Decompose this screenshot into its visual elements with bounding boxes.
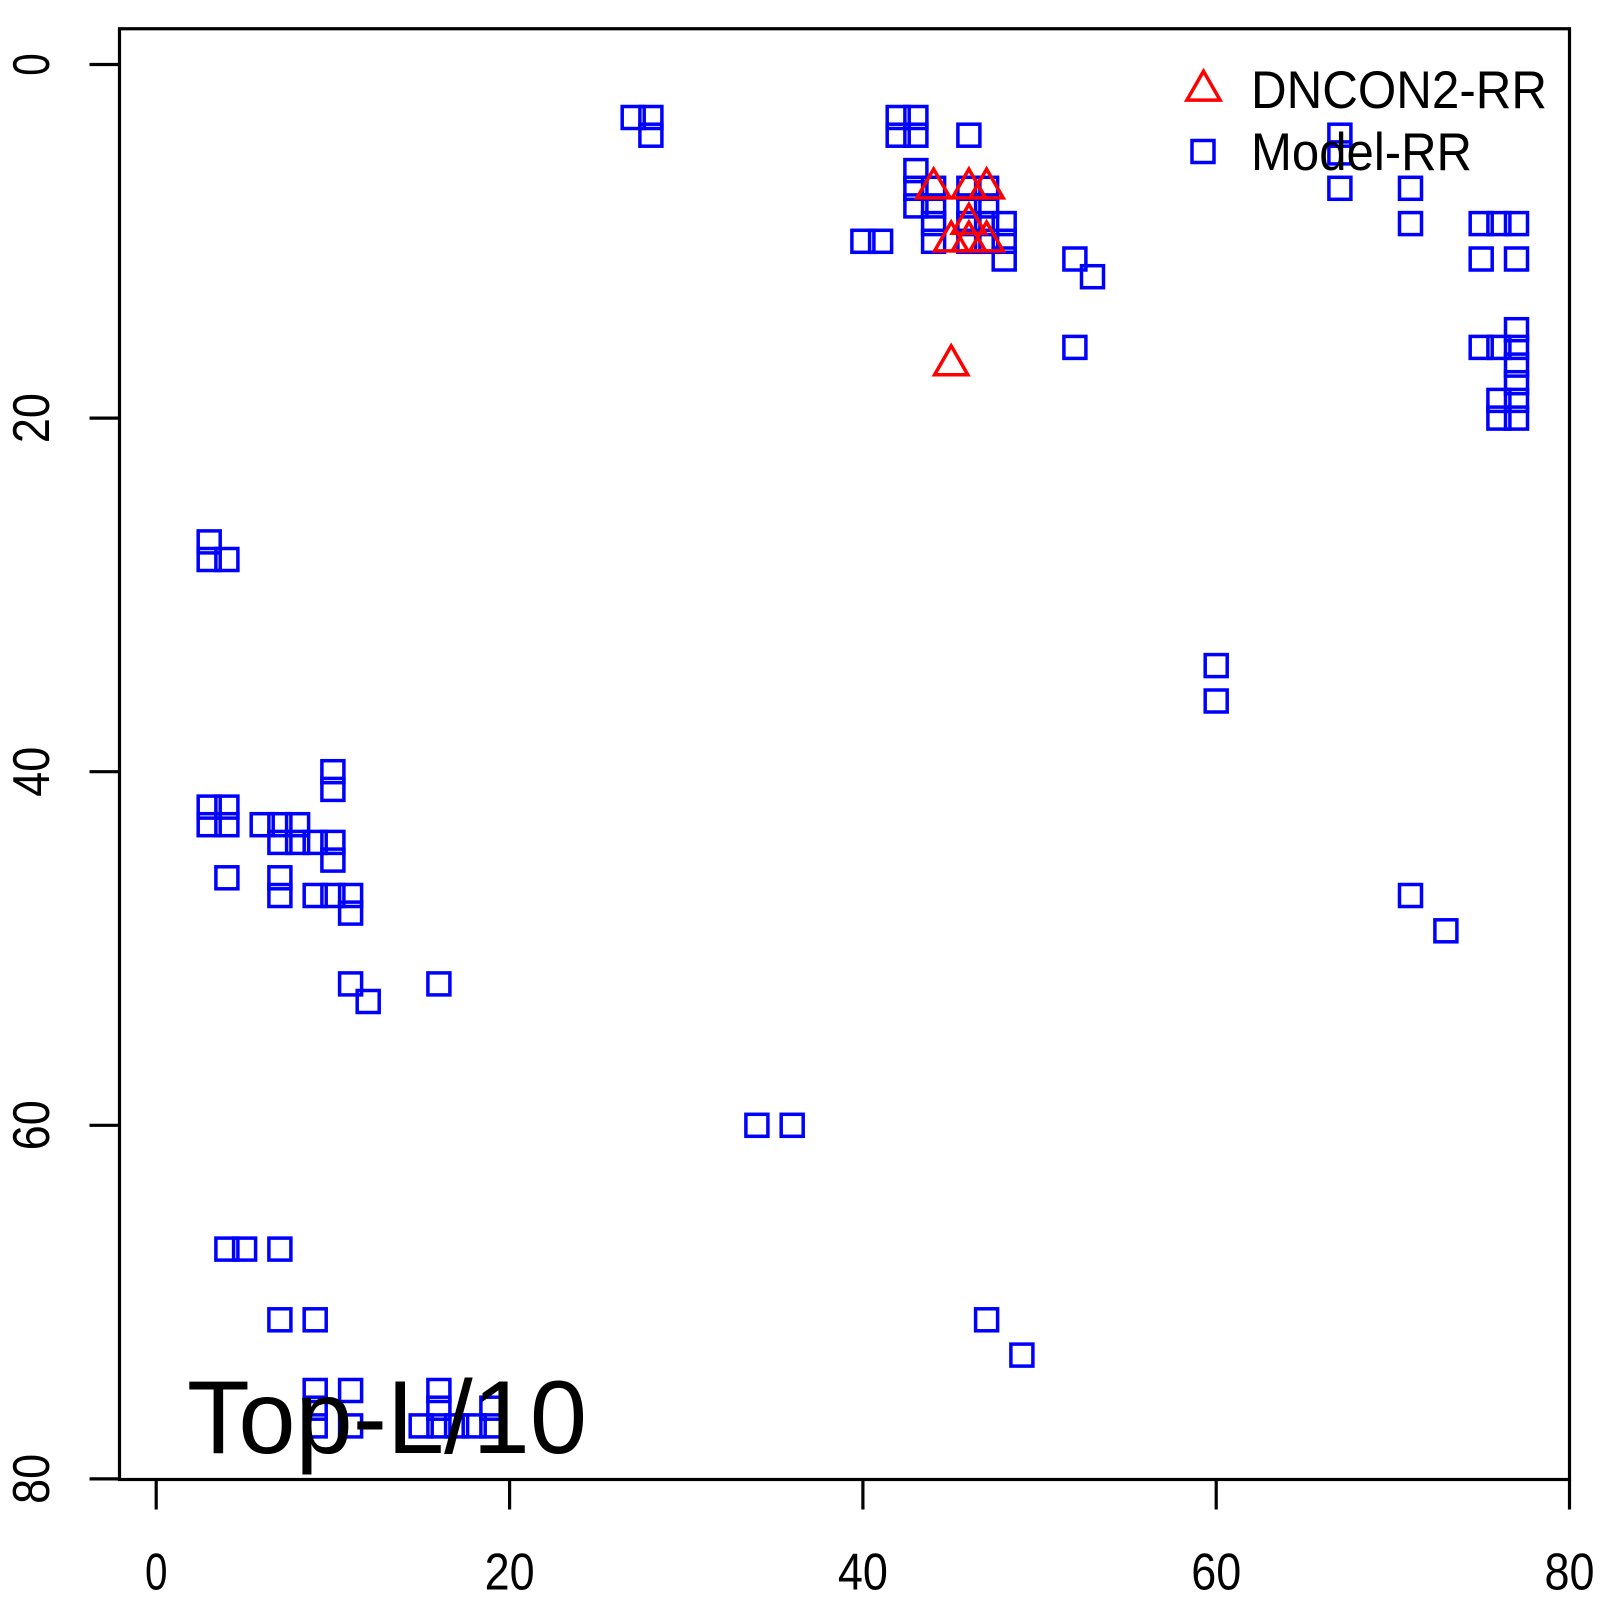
svg-text:40: 40	[3, 747, 61, 797]
svg-text:DNCON2-RR: DNCON2-RR	[1251, 61, 1547, 120]
svg-text:80: 80	[3, 1454, 61, 1504]
svg-text:40: 40	[838, 1544, 888, 1600]
svg-text:0: 0	[145, 1544, 168, 1600]
svg-text:60: 60	[3, 1100, 61, 1150]
svg-text:20: 20	[485, 1544, 535, 1600]
svg-text:0: 0	[3, 53, 61, 76]
svg-text:Top-L/10: Top-L/10	[187, 1360, 587, 1476]
svg-text:Model-RR: Model-RR	[1251, 123, 1472, 182]
svg-text:60: 60	[1191, 1544, 1241, 1600]
svg-text:20: 20	[3, 393, 61, 443]
svg-text:80: 80	[1545, 1544, 1595, 1600]
